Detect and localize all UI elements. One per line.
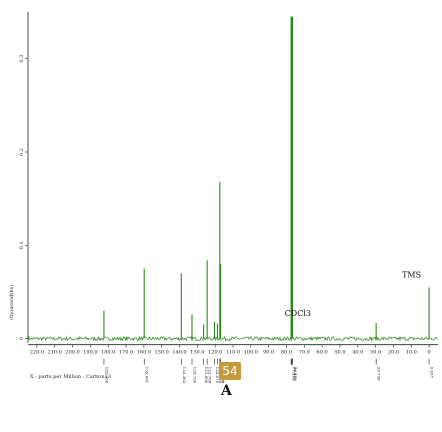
peak-value-label: 128.736	[193, 367, 198, 384]
x-tick-label: 60.0	[317, 350, 328, 356]
x-tick-label: 110.0	[226, 350, 240, 356]
x-tick-label: 220.0	[30, 350, 44, 356]
peak-value-label: 123.708	[208, 367, 213, 384]
peak-value-label: 29.738	[377, 367, 382, 381]
y-tick-label: 0.3	[19, 55, 25, 63]
x-tick-label: 30.0	[370, 350, 381, 356]
x-tick-label: 140.0	[172, 350, 186, 356]
peak-value-label: 0.037	[430, 367, 435, 379]
peak-value-label: 159.691	[145, 367, 150, 384]
x-tick-label: 180.0	[101, 350, 115, 356]
axes	[27, 12, 438, 346]
y-tick-label: 0.1	[19, 241, 25, 249]
x-axis-ticks: 220.0 210.0 200.0 190.0 180.0 170.0 160.0 150.0…	[30, 344, 431, 356]
page-badge: 54	[219, 362, 241, 380]
x-tick-label: 160.0	[137, 350, 151, 356]
peak-labels: 182.436 159.691 133.362 128.736 121.996123.7…	[103, 358, 435, 384]
peak-annotations: CDCl3 TMS	[285, 271, 421, 318]
baseline-noise	[27, 335, 438, 342]
y-axis-label: (thousandths)	[8, 285, 15, 320]
x-tick-label: 50.0	[334, 350, 345, 356]
peak-value-label: 122.070	[215, 367, 220, 384]
x-tick-label: 20.0	[388, 350, 399, 356]
x-tick-label: 120.0	[208, 350, 222, 356]
x-tick-label: 40.0	[352, 350, 363, 356]
y-tick-label: 0	[19, 337, 25, 340]
x-tick-label: 70.0	[299, 350, 310, 356]
peak-annotation: TMS	[402, 271, 421, 280]
x-tick-label: 10.0	[406, 350, 417, 356]
peak-annotation: CDCl3	[285, 309, 311, 318]
y-tick-label: 0.2	[19, 148, 25, 156]
x-tick-label: 190.0	[83, 350, 97, 356]
x-tick-label: 210.0	[48, 350, 62, 356]
peak-value-label: 133.362	[182, 367, 187, 384]
x-tick-label: 80.0	[281, 350, 292, 356]
y-axis-ticks: 0 0.1 0.2 0.3	[19, 55, 28, 340]
peak-value-label: 121.996	[204, 367, 209, 384]
peak-value-label: 77.110	[292, 367, 297, 381]
x-tick-label: 0	[427, 350, 430, 356]
spectrum-series	[27, 16, 438, 342]
peak-value-label: 76.828	[293, 367, 298, 381]
x-tick-label: 100.0	[244, 350, 258, 356]
x-tick-label: 90.0	[263, 350, 274, 356]
x-tick-label: 200.0	[65, 350, 79, 356]
x-tick-label: 170.0	[119, 350, 133, 356]
x-tick-label: 150.0	[155, 350, 169, 356]
x-axis-label: X : parts per Million : Carbon13	[30, 374, 111, 380]
peak-value-label: 77.310	[292, 367, 297, 381]
figure-letter: A	[221, 383, 232, 399]
x-tick-label: 130.0	[190, 350, 204, 356]
peak-value-label: 182.436	[104, 367, 109, 384]
